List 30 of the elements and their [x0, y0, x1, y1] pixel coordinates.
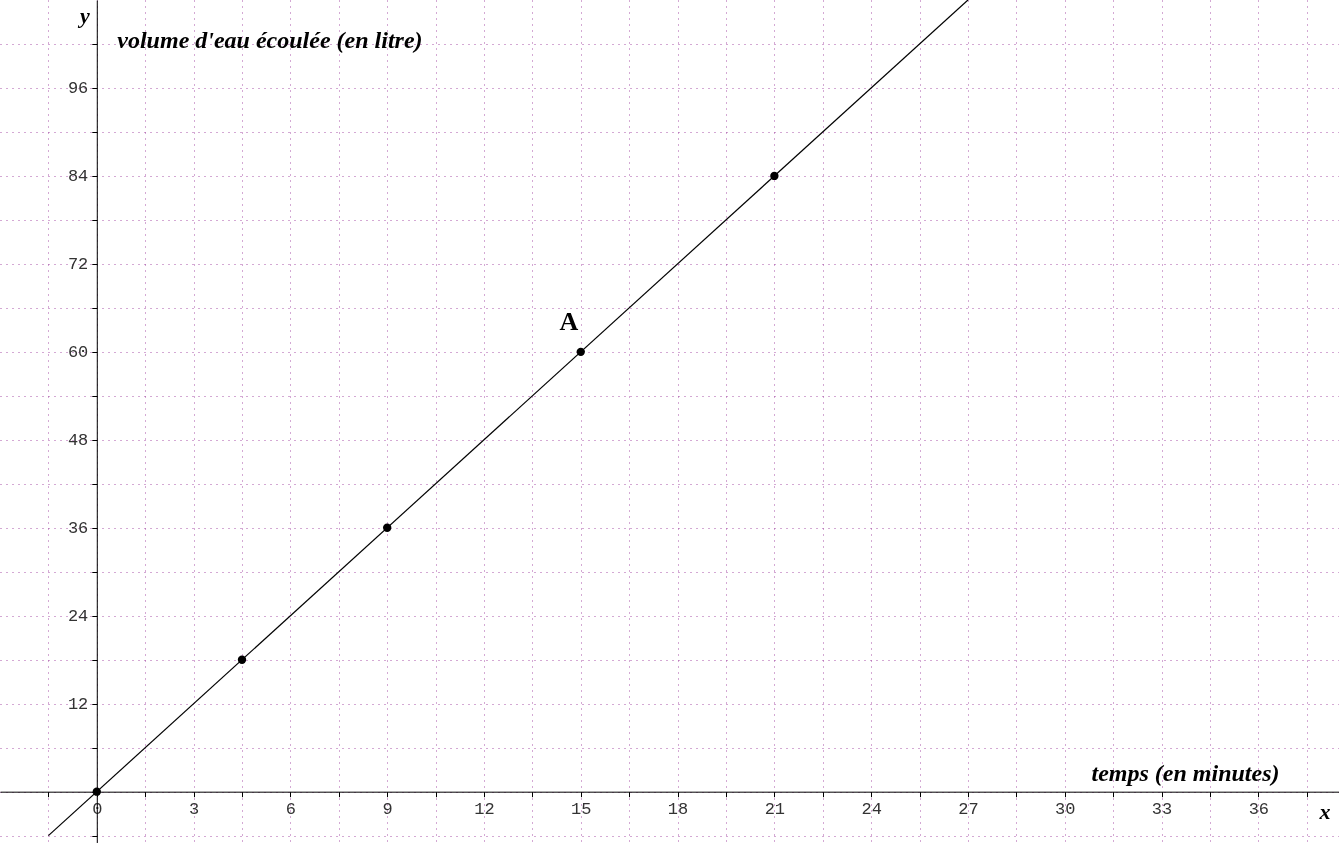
x-tick-label: 27: [958, 800, 979, 820]
x-tick-label: 12: [474, 800, 495, 820]
y-tick-label: 72: [67, 255, 89, 275]
point: [770, 171, 779, 181]
point: [237, 655, 247, 664]
x-tick-label: 9: [382, 800, 393, 820]
y-tick-label: 60: [67, 343, 89, 363]
y-tick-label: 96: [67, 79, 89, 99]
y-tick-label: 24: [67, 607, 89, 627]
x-tick-label: 30: [1055, 800, 1076, 820]
point: [383, 523, 392, 532]
x-tick-label: 21: [764, 800, 786, 820]
y-tick-label: 48: [67, 431, 89, 451]
point: [576, 347, 585, 357]
x-tick-label: 6: [285, 800, 296, 820]
point: [92, 787, 101, 796]
y-tick-label: 36: [67, 519, 89, 539]
x-tick-label: 33: [1151, 800, 1173, 820]
annotation: A: [559, 306, 579, 336]
x-tick-label: 18: [667, 800, 689, 820]
y-axis-title: volume d'eau écoulée (en litre): [117, 26, 423, 53]
annotation: x: [1318, 798, 1331, 824]
y-tick-label: 84: [67, 167, 89, 187]
x-tick-label: 36: [1248, 800, 1270, 820]
x-axis-title: temps (en minutes): [1091, 760, 1280, 787]
x-tick-label: 15: [571, 800, 592, 820]
x-tick-label: 3: [188, 800, 200, 820]
y-tick-label: 12: [67, 695, 89, 715]
x-tick-label: 24: [861, 800, 882, 820]
annotation: y: [76, 3, 90, 28]
